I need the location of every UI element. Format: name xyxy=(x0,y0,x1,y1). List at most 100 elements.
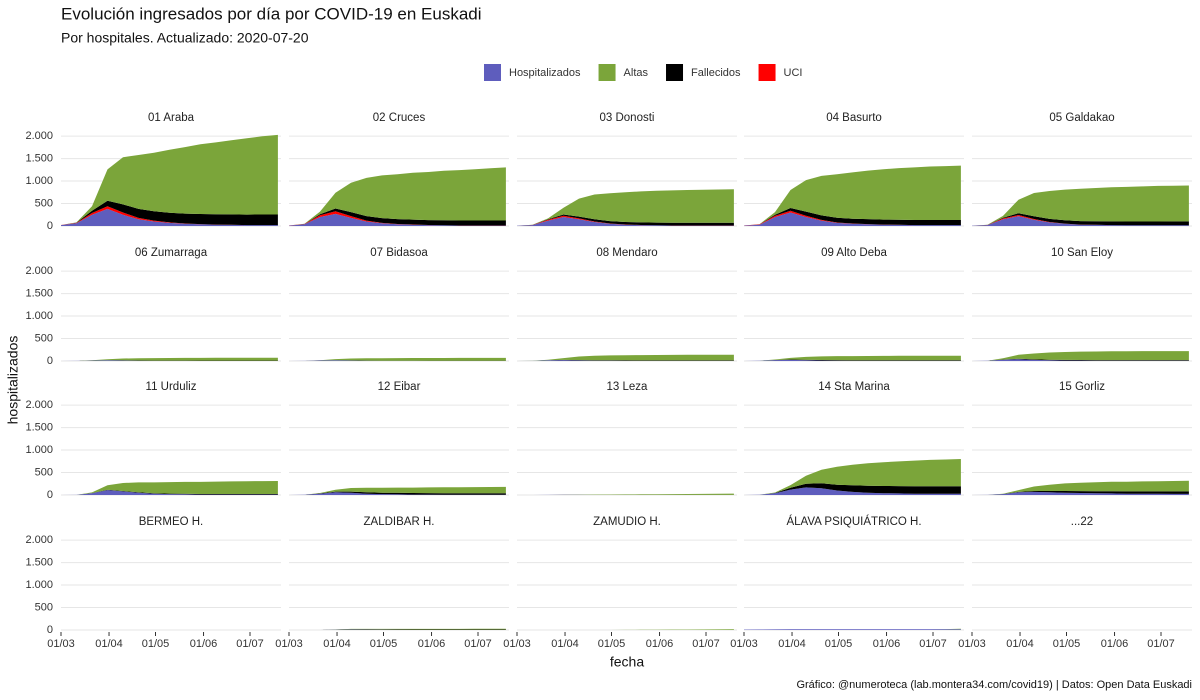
y-axis-label: hospitalizados xyxy=(5,336,21,425)
x-tick-label: 01/06 xyxy=(646,638,674,650)
panel-title: 12 Eibar xyxy=(378,381,421,393)
x-tick-label: 01/07 xyxy=(919,638,947,650)
x-tick-label: 01/03 xyxy=(730,638,758,650)
y-tick-label: 2.000 xyxy=(25,534,53,546)
y-tick-label: 500 xyxy=(35,332,53,344)
x-tick-label: 01/05 xyxy=(142,638,170,650)
area xyxy=(744,359,961,361)
area xyxy=(517,359,734,361)
area xyxy=(744,355,961,361)
area xyxy=(972,216,1189,226)
x-tick-label: 01/03 xyxy=(503,638,531,650)
x-tick-label: 01/05 xyxy=(825,638,853,650)
area xyxy=(289,628,506,630)
area xyxy=(744,483,961,495)
x-tick-label: 01/07 xyxy=(236,638,264,650)
area xyxy=(972,358,1189,361)
area xyxy=(289,491,506,495)
panel-title: 06 Zumarraga xyxy=(135,247,208,259)
panel-title: 11 Urduliz xyxy=(146,381,197,393)
panel-title: BERMEO H. xyxy=(139,516,204,528)
area xyxy=(61,481,278,495)
area xyxy=(517,189,734,226)
area xyxy=(289,211,506,226)
x-tick-label: 01/06 xyxy=(418,638,446,650)
chart-subtitle: Por hospitales. Actualizado: 2020-07-20 xyxy=(61,30,309,46)
area xyxy=(61,206,278,226)
x-tick-label: 01/05 xyxy=(598,638,626,650)
area xyxy=(972,351,1189,361)
y-tick-label: 1.000 xyxy=(25,579,53,591)
area xyxy=(61,208,278,226)
area xyxy=(972,480,1189,495)
y-tick-label: 0 xyxy=(47,624,53,636)
area xyxy=(972,359,1189,361)
x-tick-label: 01/03 xyxy=(47,638,75,650)
area xyxy=(61,134,278,225)
area xyxy=(744,359,961,361)
y-tick-label: 1.000 xyxy=(25,175,53,187)
area xyxy=(289,360,506,361)
x-tick-label: 01/04 xyxy=(1006,638,1034,650)
area xyxy=(972,215,1189,226)
panel-title: 04 Basurto xyxy=(826,112,882,124)
x-tick-label: 01/04 xyxy=(323,638,351,650)
y-tick-label: 1.500 xyxy=(25,421,53,433)
area xyxy=(61,200,278,226)
panel-title: 10 San Eloy xyxy=(1051,247,1113,259)
legend-label: UCI xyxy=(784,67,803,79)
area xyxy=(744,487,961,495)
y-tick-label: 1.500 xyxy=(25,556,53,568)
x-tick-label: 01/03 xyxy=(958,638,986,650)
legend-swatch xyxy=(758,64,776,81)
area xyxy=(61,490,278,495)
area xyxy=(972,491,1189,495)
area xyxy=(289,357,506,361)
area xyxy=(289,492,506,495)
y-tick-label: 0 xyxy=(47,220,53,232)
area xyxy=(972,491,1189,495)
y-tick-label: 2.000 xyxy=(25,399,53,411)
area xyxy=(289,213,506,226)
panel-title: 07 Bidasoa xyxy=(370,247,428,259)
area xyxy=(517,217,734,226)
area xyxy=(744,210,961,226)
area xyxy=(744,165,961,226)
area xyxy=(744,459,961,495)
x-axis-label: fecha xyxy=(610,654,644,670)
panel-title: 08 Mendaro xyxy=(596,247,657,259)
area xyxy=(744,212,961,226)
y-tick-label: 1.000 xyxy=(25,444,53,456)
area xyxy=(517,360,734,361)
x-tick-label: 01/04 xyxy=(778,638,806,650)
legend-swatch xyxy=(484,64,501,81)
y-tick-label: 1.500 xyxy=(25,287,53,299)
panel-title: 03 Donosti xyxy=(600,112,655,124)
x-tick-label: 01/05 xyxy=(370,638,398,650)
area xyxy=(517,493,734,495)
x-tick-label: 01/07 xyxy=(692,638,720,650)
x-tick-label: 01/06 xyxy=(1101,638,1129,650)
x-tick-label: 01/05 xyxy=(1053,638,1081,650)
area xyxy=(289,167,506,226)
legend-label: Fallecidos xyxy=(691,67,741,79)
panel-title: 01 Araba xyxy=(148,112,195,124)
x-tick-label: 01/04 xyxy=(551,638,579,650)
legend-label: Altas xyxy=(624,67,649,79)
area xyxy=(517,354,734,361)
panel-title: 15 Gorliz xyxy=(1059,381,1105,393)
x-tick-label: 01/07 xyxy=(1147,638,1175,650)
x-tick-label: 01/06 xyxy=(190,638,218,650)
area xyxy=(61,357,278,361)
area xyxy=(289,208,506,226)
area xyxy=(517,214,734,226)
panel-title: 02 Cruces xyxy=(373,112,426,124)
panel-title: 05 Galdakao xyxy=(1049,112,1114,124)
y-tick-label: 500 xyxy=(35,466,53,478)
area xyxy=(972,213,1189,226)
y-tick-label: 500 xyxy=(35,601,53,613)
chart-title: Evolución ingresados por día por COVID-1… xyxy=(61,4,482,23)
area xyxy=(61,489,278,495)
area xyxy=(61,360,278,361)
